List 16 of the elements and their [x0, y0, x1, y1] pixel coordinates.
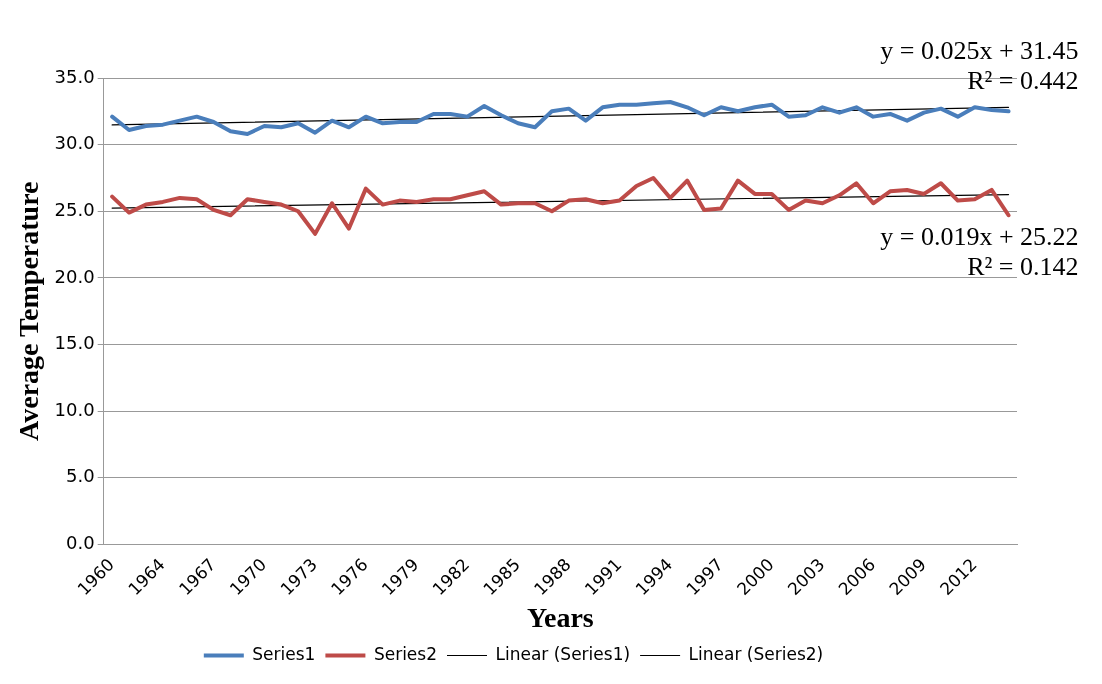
y-tick-label: 0.0 [66, 532, 95, 554]
y-tick-label: 30.0 [54, 132, 95, 154]
y-tick-label: 25.0 [54, 198, 95, 220]
legend-label: Linear (Series2) [688, 643, 824, 664]
y-tick-label: 15.0 [54, 332, 95, 354]
y-tick-label: 10.0 [54, 398, 95, 420]
legend-label: Series2 [373, 643, 438, 664]
annotation: y = 0.025x + 31.45 R² = 0.442 [880, 36, 1079, 96]
y-tick-label: 5.0 [66, 465, 95, 487]
y-axis-title: Average Temperature [13, 181, 45, 441]
y-tick-label: 20.0 [54, 265, 95, 287]
annotation: y = 0.019x + 25.22 R² = 0.142 [880, 221, 1079, 281]
x-axis-title: Years [526, 602, 594, 634]
y-tick-label: 35.0 [54, 65, 95, 87]
legend-label: Linear (Series1) [495, 643, 631, 664]
legend-label: Series1 [252, 643, 316, 664]
